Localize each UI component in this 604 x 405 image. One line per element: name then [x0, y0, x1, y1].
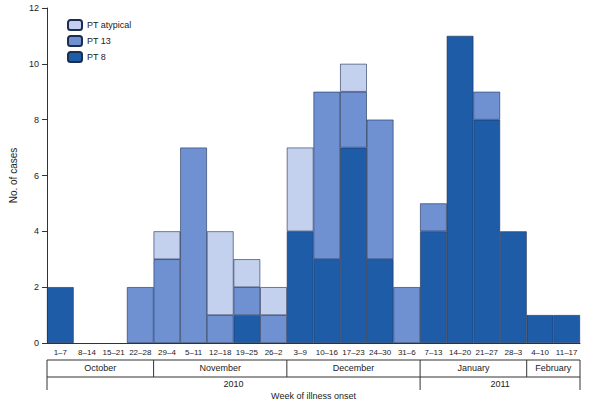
svg-text:24–30: 24–30 [369, 348, 392, 357]
svg-text:4–10: 4–10 [531, 348, 549, 357]
svg-text:8–14: 8–14 [78, 348, 96, 357]
svg-text:February: February [535, 363, 572, 373]
svg-text:4: 4 [34, 226, 39, 236]
svg-text:29–4: 29–4 [158, 348, 176, 357]
svg-text:1–7: 1–7 [54, 348, 68, 357]
svg-text:26–2: 26–2 [265, 348, 283, 357]
svg-text:January: January [457, 363, 490, 373]
svg-text:6: 6 [34, 171, 39, 181]
svg-text:5–11: 5–11 [185, 348, 203, 357]
svg-text:31–6: 31–6 [398, 348, 416, 357]
svg-text:21–27: 21–27 [476, 348, 499, 357]
svg-text:December: December [333, 363, 375, 373]
svg-text:10–16: 10–16 [316, 348, 339, 357]
svg-text:No. of cases: No. of cases [8, 148, 19, 204]
svg-text:October: October [84, 363, 116, 373]
svg-text:November: November [199, 363, 241, 373]
svg-text:19–25: 19–25 [236, 348, 259, 357]
svg-text:PT 8: PT 8 [87, 52, 106, 62]
svg-text:28–3: 28–3 [504, 348, 522, 357]
svg-text:11–17: 11–17 [556, 348, 578, 357]
svg-text:2: 2 [34, 282, 39, 292]
svg-text:PT 13: PT 13 [87, 36, 111, 46]
svg-text:15–21: 15–21 [103, 348, 126, 357]
svg-text:3–9: 3–9 [293, 348, 307, 357]
svg-text:12–18: 12–18 [209, 348, 232, 357]
svg-text:2011: 2011 [490, 379, 509, 389]
svg-text:7–13: 7–13 [425, 348, 443, 357]
svg-text:17–23: 17–23 [342, 348, 365, 357]
svg-text:0: 0 [34, 338, 39, 348]
svg-text:14–20: 14–20 [449, 348, 472, 357]
svg-text:12: 12 [29, 3, 39, 13]
svg-text:8: 8 [34, 115, 39, 125]
svg-text:10: 10 [29, 59, 39, 69]
svg-text:Week of illness onset: Week of illness onset [271, 391, 356, 401]
svg-text:PT atypical: PT atypical [87, 20, 131, 30]
svg-text:22–28: 22–28 [129, 348, 152, 357]
svg-text:2010: 2010 [224, 379, 244, 389]
